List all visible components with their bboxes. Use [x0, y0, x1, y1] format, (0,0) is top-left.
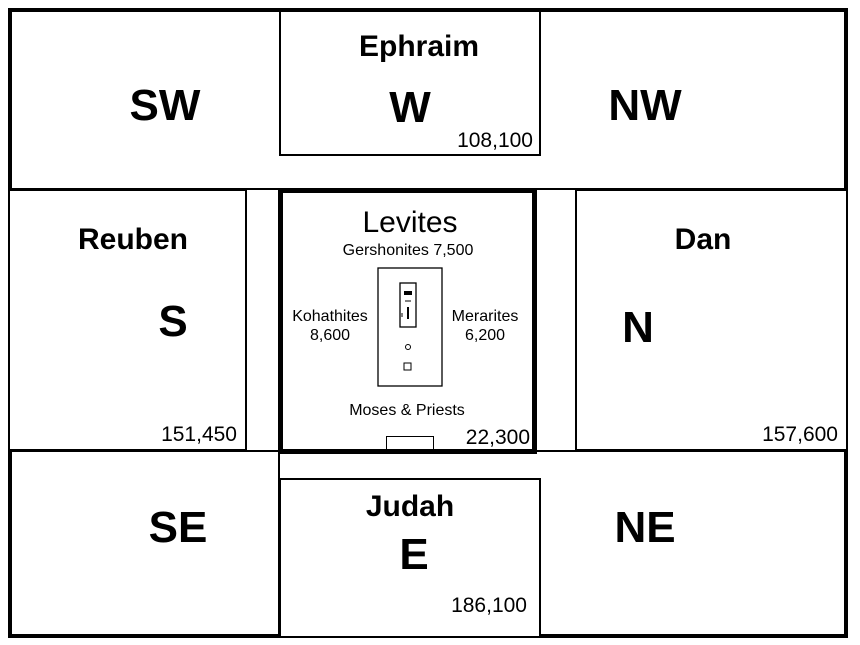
merarites-group: Merarites 6,200 [452, 307, 519, 345]
levites-count: 22,300 [465, 426, 530, 449]
merarites-name: Merarites [451, 308, 519, 325]
camp-west-box: Ephraim W 108,100 [279, 10, 541, 156]
corner-label-ne: NE [614, 503, 676, 552]
direction-east: E [399, 530, 429, 579]
tribe-name-reuben: Reuben [77, 223, 189, 256]
tabernacle-gate [386, 436, 434, 449]
camp-south-box: Reuben S 151,450 [8, 189, 247, 451]
tribe-name-ephraim: Ephraim [358, 30, 480, 63]
corner-label-se: SE [148, 503, 208, 552]
moses-priests-label: Moses & Priests [349, 402, 465, 419]
count-ephraim: 108,100 [457, 129, 533, 152]
count-judah: 186,100 [451, 594, 527, 617]
kohathites-group: Kohathites 8,600 [292, 307, 368, 345]
direction-north: N [622, 303, 654, 352]
tribe-name-dan: Dan [674, 223, 732, 256]
tabernacle-icon [377, 267, 443, 387]
kohathites-count: 8,600 [309, 327, 351, 345]
levites-title: Levites [362, 206, 458, 239]
camp-north-box: Dan N 157,600 [575, 189, 848, 451]
camp-east-box: Judah E 186,100 [279, 478, 541, 638]
count-dan: 157,600 [762, 423, 838, 446]
levites-box: Levites Gershonites 7,500 Kohathites 8,6… [278, 188, 537, 454]
corner-label-sw: SW [129, 81, 201, 130]
merarites-count: 6,200 [464, 327, 506, 345]
tribe-name-judah: Judah [365, 490, 455, 523]
direction-west: W [389, 83, 431, 132]
count-reuben: 151,450 [161, 423, 237, 446]
gershonites-label: Gershonites 7,500 [342, 242, 474, 259]
corner-label-nw: NW [608, 81, 682, 130]
direction-south: S [158, 297, 188, 346]
kohathites-name: Kohathites [292, 308, 368, 325]
